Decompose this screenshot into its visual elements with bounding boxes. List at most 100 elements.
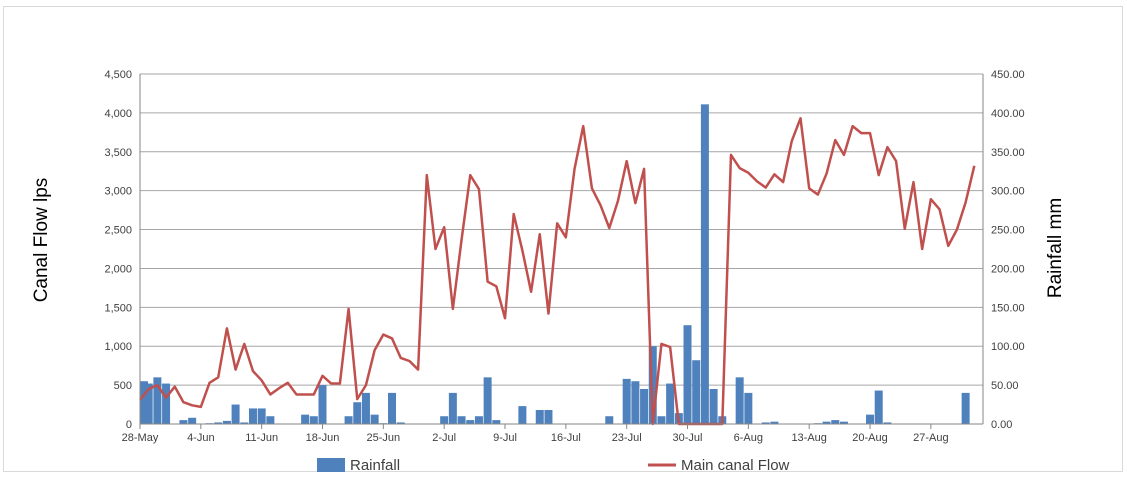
- rainfall-bar: [735, 377, 744, 424]
- rainfall-bar: [605, 416, 614, 424]
- rainfall-bar: [518, 406, 527, 424]
- rainfall-bar: [831, 420, 840, 424]
- rainfall-bar: [483, 377, 492, 424]
- rainfall-bar: [396, 422, 405, 424]
- rainfall-bar: [309, 416, 318, 424]
- rainfall-bar: [266, 416, 275, 424]
- rainfall-bar: [257, 408, 266, 424]
- legend: Rainfall Main canal Flow: [317, 457, 790, 474]
- canal-flow-line: [139, 117, 976, 426]
- rainfall-bar: [883, 422, 892, 424]
- rainfall-bar: [153, 377, 162, 424]
- rainfall-bar: [839, 421, 848, 424]
- rainfall-bar: [631, 381, 640, 424]
- x-tick-label: 16-Jul: [551, 432, 581, 444]
- x-tick-label: 9-Jul: [493, 432, 517, 444]
- rainfall-bar: [640, 389, 649, 424]
- legend-flow-label: Main canal Flow: [681, 457, 790, 474]
- right-tick-label: 300.00: [991, 186, 1025, 198]
- rainfall-bar: [440, 416, 449, 424]
- rainfall-bar: [344, 416, 353, 424]
- x-tick-label: 25-Jun: [367, 432, 401, 444]
- left-tick-label: 3,000: [104, 186, 132, 198]
- rainfall-bar: [700, 104, 709, 424]
- right-tick-label: 50.00: [991, 380, 1019, 392]
- legend-rainfall-swatch: [317, 458, 345, 472]
- rainfall-bar: [231, 404, 240, 424]
- x-tick-label: 18-Jun: [306, 432, 340, 444]
- rainfall-bar: [961, 392, 970, 424]
- rainfall-bar: [822, 421, 831, 424]
- x-tick-label: 28-May: [122, 432, 159, 444]
- rainfall-bar: [248, 408, 257, 424]
- rainfall-bar: [301, 414, 310, 424]
- rainfall-bar: [692, 360, 701, 424]
- x-tick-label: 4-Jun: [187, 432, 215, 444]
- left-tick-label: 2,000: [104, 263, 132, 275]
- x-tick-label: 20-Aug: [852, 432, 887, 444]
- x-tick-label: 23-Jul: [612, 432, 642, 444]
- x-tick-label: 6-Aug: [734, 432, 763, 444]
- right-tick-label: 450.00: [991, 69, 1025, 81]
- tick-labels: 0 500 1,000 1,500 2,000 2,500 3,000 3,500 4,000 4…: [104, 69, 1024, 444]
- rainfall-bar: [388, 392, 397, 424]
- right-tick-label: 350.00: [991, 147, 1025, 159]
- rainfall-bar: [448, 392, 457, 424]
- rainfall-bar: [318, 385, 327, 424]
- rainfall-bar: [214, 422, 223, 424]
- canal-flow-polyline: [139, 117, 976, 426]
- rainfall-bar: [144, 383, 153, 424]
- left-tick-label: 2,500: [104, 225, 132, 237]
- x-tick-label: 30-Jul: [673, 432, 703, 444]
- rainfall-bar: [474, 416, 483, 424]
- right-tick-label: 150.00: [991, 302, 1025, 314]
- right-tick-label: 400.00: [991, 108, 1025, 120]
- rainfall-bar: [466, 420, 475, 424]
- left-tick-label: 4,000: [104, 108, 132, 120]
- right-tick-label: 250.00: [991, 225, 1025, 237]
- chart-frame: [3, 6, 1123, 472]
- rainfall-bar: [666, 383, 675, 424]
- left-tick-label: 1,000: [104, 341, 132, 353]
- rainfall-bar: [240, 422, 249, 424]
- right-tick-label: 100.00: [991, 341, 1025, 353]
- rainfall-bar: [140, 381, 148, 424]
- gridlines: [140, 73, 983, 425]
- rainfall-bar: [361, 392, 370, 424]
- right-axis-title: Rainfall mm: [1045, 198, 1066, 298]
- rainfall-bars: [140, 104, 970, 424]
- rainfall-bar: [544, 410, 553, 424]
- rainfall-bar: [866, 414, 875, 424]
- rainfall-bar: [535, 410, 544, 424]
- rainfall-bar: [222, 420, 231, 424]
- left-tick-label: 4,500: [104, 69, 132, 81]
- rainfall-bar: [709, 389, 718, 424]
- x-tick-label: 11-Jun: [245, 432, 278, 444]
- right-tick-label: 200.00: [991, 263, 1025, 275]
- rainfall-bar: [874, 390, 883, 424]
- rainfall-bar: [657, 416, 666, 424]
- rainfall-bar: [179, 420, 188, 424]
- left-tick-label: 3,500: [104, 147, 132, 159]
- rainfall-bar: [353, 402, 362, 424]
- left-tick-label: 500: [114, 380, 132, 392]
- left-axis-title: Canal Flow lps: [31, 178, 52, 303]
- x-tick-label: 2-Jul: [432, 432, 456, 444]
- x-tick-label: 27-Aug: [913, 432, 948, 444]
- rainfall-bar: [370, 414, 379, 424]
- rainfall-bar: [761, 422, 770, 424]
- rainfall-bar: [162, 383, 171, 424]
- right-tick-label: 0.00: [991, 419, 1012, 431]
- left-tick-label: 1,500: [104, 302, 132, 314]
- rainfall-bar: [683, 325, 692, 424]
- legend-rainfall-label: Rainfall: [350, 457, 400, 474]
- rainfall-bar: [622, 378, 631, 424]
- rainfall-bar: [744, 392, 753, 424]
- left-tick-label: 0: [126, 419, 132, 431]
- rainfall-bar: [770, 421, 779, 424]
- rainfall-bar: [457, 416, 466, 424]
- x-tick-label: 13-Aug: [791, 432, 826, 444]
- rainfall-bar: [492, 420, 501, 424]
- rainfall-bar: [648, 346, 657, 424]
